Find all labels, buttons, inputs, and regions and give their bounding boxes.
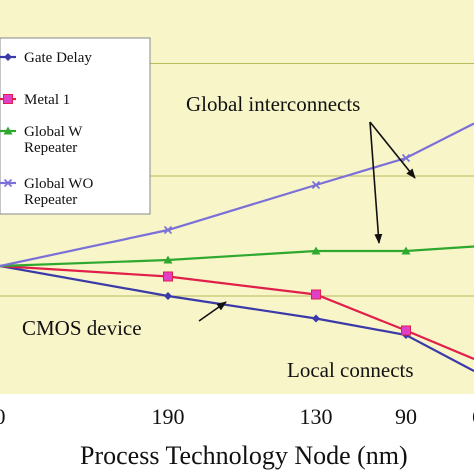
data-point-gate-delay [312,314,320,323]
data-point-global-w-repeater [401,246,411,255]
data-point-global-wo-repeater [311,180,321,190]
legend-box [0,37,151,215]
arrow-to-global-w [369,121,383,244]
data-point-global-w-repeater [311,246,321,255]
x-tick-label: 130 [300,404,333,429]
x-axis-label: Process Technology Node (nm) [80,441,408,470]
legend-label-metal-1: Metal 1 [24,92,70,108]
data-point-global-w-repeater [163,255,173,264]
data-point-metal-1 [311,289,321,300]
data-point-global-wo-repeater [401,153,411,163]
series-markers [163,153,411,339]
x-tick-label: 6 [472,404,474,429]
legend-marker-global-w-repeater [3,126,13,135]
data-point-metal-1 [163,271,173,282]
data-point-global-wo-repeater [163,225,173,235]
legend-label-global-w-repeater: Global W Repeater [24,124,83,156]
x-tick-label: 0 [0,404,6,429]
legend-marker-global-wo-repeater [3,178,13,188]
legend-marker-metal-1 [3,94,13,104]
legend-label-gate-delay: Gate Delay [24,50,92,66]
annotation-local-connects: Local connects [287,358,414,382]
x-tick-label: 90 [395,404,417,429]
data-point-gate-delay [164,292,172,300]
data-point-metal-1 [401,325,411,336]
annotation-global-interconnects: Global interconnects [186,92,360,116]
arrow-to-global-wo [369,121,416,179]
annotation-cmos-device: CMOS device [22,316,142,340]
x-tick-label: 190 [152,404,185,429]
x-tick-labels: 0 190 130 90 6 [0,404,474,429]
legend-label-global-wo-repeater: Global WO Repeater [24,176,93,208]
legend: Gate Delay Metal 1 Global W Repeater Global … [0,37,151,215]
legend-marker-gate-delay [4,53,12,61]
arrow-to-gate-delay [198,301,227,322]
